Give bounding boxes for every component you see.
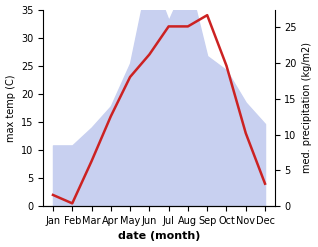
Y-axis label: max temp (C): max temp (C) xyxy=(5,74,16,142)
X-axis label: date (month): date (month) xyxy=(118,231,200,242)
Y-axis label: med. precipitation (kg/m2): med. precipitation (kg/m2) xyxy=(302,42,313,173)
